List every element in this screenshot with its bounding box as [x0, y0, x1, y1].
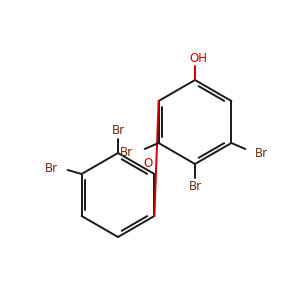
Text: Br: Br: [44, 161, 58, 175]
Text: Br: Br: [188, 179, 202, 193]
Text: OH: OH: [189, 52, 207, 64]
Text: Br: Br: [111, 124, 124, 137]
Text: O: O: [144, 157, 153, 170]
Text: Br: Br: [119, 146, 133, 160]
Text: Br: Br: [255, 146, 268, 160]
